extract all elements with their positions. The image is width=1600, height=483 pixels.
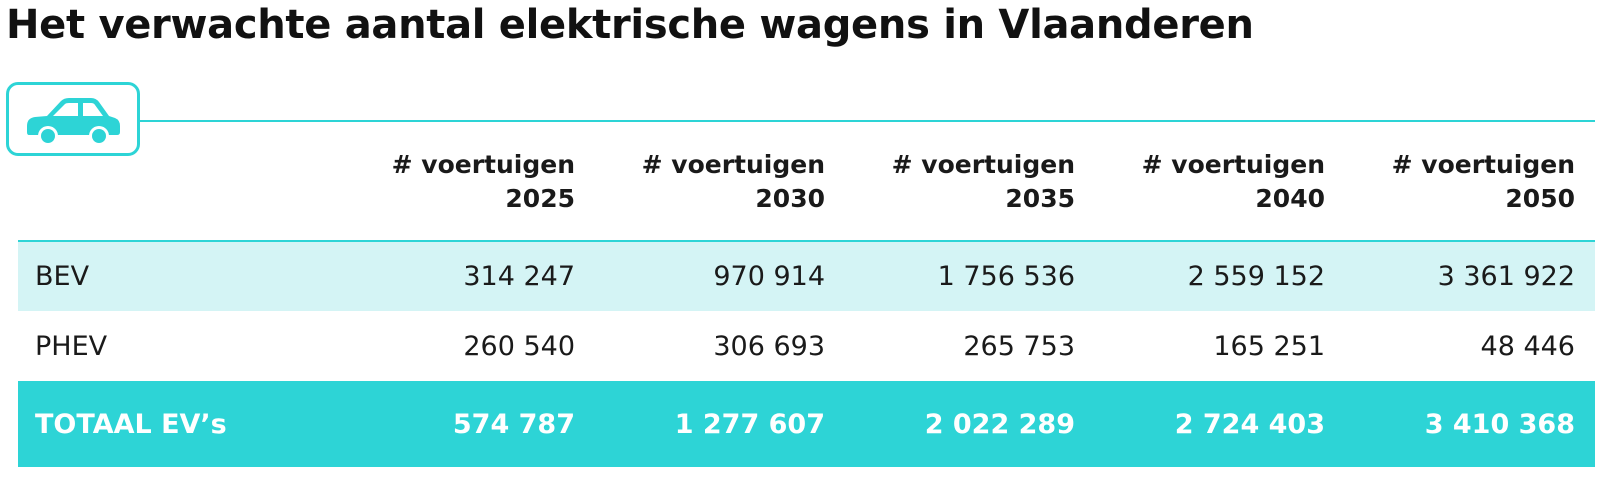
column-header-2025: # voertuigen 2025 — [391, 150, 575, 213]
table-cell: 306 693 — [713, 330, 825, 362]
table-cell: 2 559 152 — [1187, 261, 1325, 292]
table-cell: 260 540 — [463, 330, 575, 362]
table-header: # voertuigen 2025 # voertuigen 2030 # vo… — [18, 140, 1595, 242]
table-cell: 2 022 289 — [924, 408, 1075, 440]
table-row-total: TOTAAL EV’s 574 787 1 277 607 2 022 289 … — [18, 381, 1595, 467]
column-header-2050: # voertuigen 2050 — [1391, 150, 1575, 213]
row-label: BEV — [35, 261, 90, 292]
row-label: PHEV — [35, 330, 108, 362]
table-cell: 1 756 536 — [937, 261, 1075, 292]
table-cell: 165 251 — [1213, 330, 1325, 362]
car-icon — [27, 98, 120, 146]
table-row-bev: BEV 314 247 970 914 1 756 536 2 559 152 … — [18, 242, 1595, 311]
column-header-2040: # voertuigen 2040 — [1141, 150, 1325, 213]
table-cell: 1 277 607 — [674, 408, 825, 440]
table-cell: 574 787 — [452, 408, 575, 440]
table-cell: 48 446 — [1480, 330, 1575, 362]
table-cell: 314 247 — [463, 261, 575, 292]
header-divider — [140, 120, 1595, 122]
table-cell: 3 361 922 — [1437, 261, 1575, 292]
table-row-phev: PHEV 260 540 306 693 265 753 165 251 48 … — [18, 311, 1595, 381]
table-cell: 3 410 368 — [1424, 408, 1575, 440]
row-label: TOTAAL EV’s — [35, 408, 227, 440]
column-header-2035: # voertuigen 2035 — [891, 150, 1075, 213]
car-icon-box — [6, 82, 140, 156]
table-cell: 2 724 403 — [1174, 408, 1325, 440]
table-cell: 265 753 — [963, 330, 1075, 362]
table-cell: 970 914 — [713, 261, 825, 292]
page-title: Het verwachte aantal elektrische wagens … — [6, 2, 1254, 48]
column-header-2030: # voertuigen 2030 — [641, 150, 825, 213]
